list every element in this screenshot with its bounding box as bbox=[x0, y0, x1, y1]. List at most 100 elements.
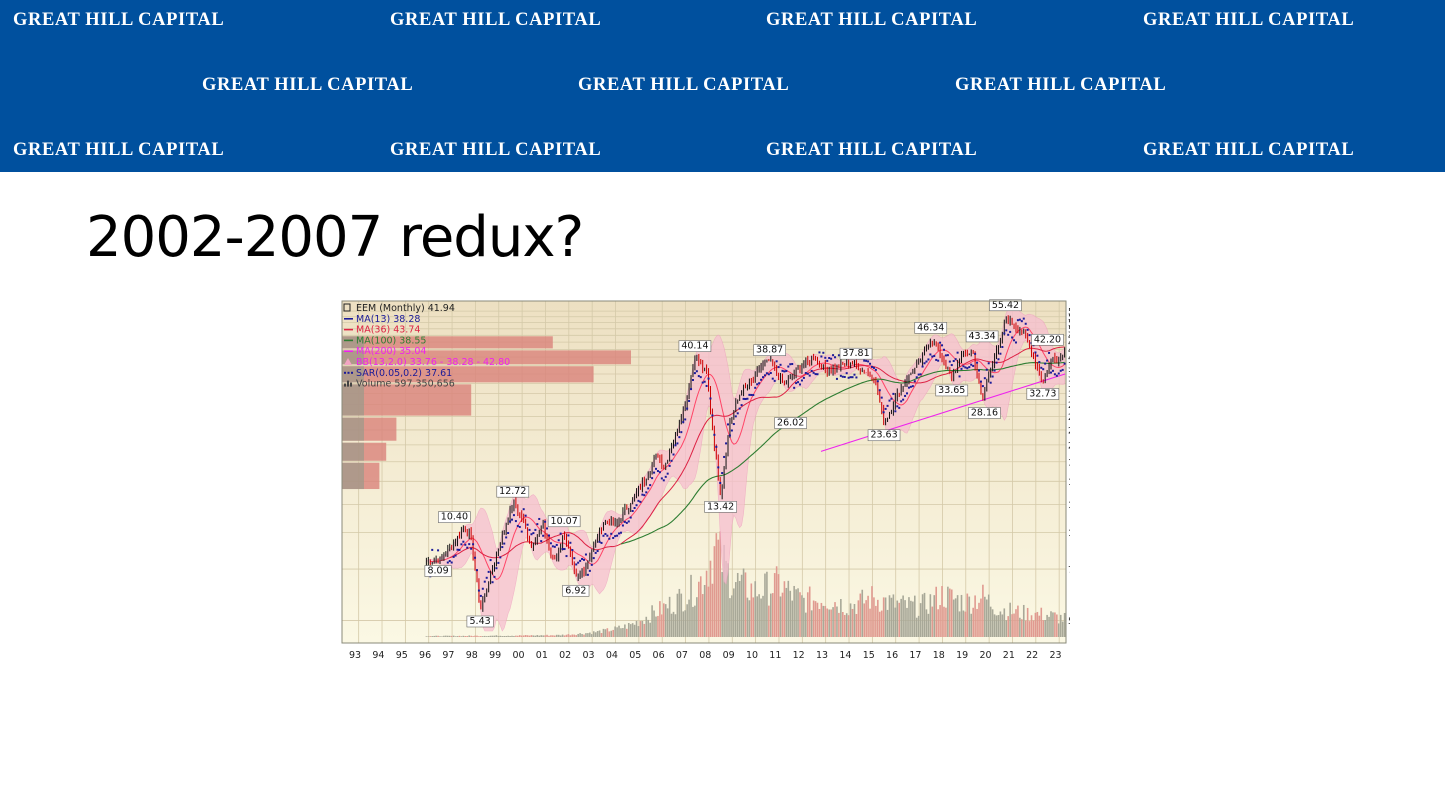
sar-dot bbox=[495, 567, 498, 570]
sar-dot bbox=[549, 542, 552, 545]
sar-dot bbox=[950, 364, 953, 367]
volume-bar bbox=[606, 628, 609, 637]
volume-bar bbox=[709, 560, 712, 637]
volume-bar bbox=[978, 602, 980, 637]
sar-dot bbox=[937, 359, 940, 362]
sar-dot bbox=[658, 471, 661, 474]
volume-bar bbox=[464, 635, 467, 637]
annotation-label: 40.14 bbox=[681, 341, 708, 352]
annotation-label: 13.42 bbox=[707, 501, 734, 512]
sar-dot bbox=[915, 376, 918, 379]
volume-bar bbox=[968, 596, 971, 637]
volume-bar bbox=[701, 594, 704, 637]
volume-bar bbox=[633, 624, 636, 637]
sar-dot bbox=[991, 375, 994, 378]
annotation-label: 37.81 bbox=[842, 348, 869, 359]
volume-bar bbox=[489, 635, 492, 637]
volume-bar bbox=[841, 612, 844, 637]
volume-bar bbox=[435, 635, 437, 637]
volume-bar bbox=[1034, 612, 1037, 637]
volume-bar bbox=[575, 635, 578, 637]
volume-bar bbox=[690, 574, 692, 637]
volume-bar bbox=[849, 603, 852, 637]
chart-canvas: 8.09 10.40 5.43 12.72 10.07 6.92 40.14 13.42 38.… bbox=[341, 299, 1070, 661]
sar-dot bbox=[734, 415, 737, 418]
volume-bar bbox=[561, 634, 564, 637]
sar-dot bbox=[748, 393, 751, 396]
volume-bar bbox=[766, 571, 768, 637]
volume-bar bbox=[771, 593, 774, 637]
volume-bar bbox=[875, 605, 877, 637]
sar-dot bbox=[690, 388, 693, 391]
volume-bar bbox=[803, 597, 805, 637]
volume-bar bbox=[711, 583, 714, 637]
sar-dot bbox=[456, 548, 459, 551]
volume-bar bbox=[845, 613, 848, 637]
sar-dot bbox=[520, 530, 523, 533]
volume-bar bbox=[678, 588, 681, 637]
volume-bar bbox=[1054, 612, 1056, 637]
volume-bar bbox=[511, 635, 513, 637]
volume-bar bbox=[524, 635, 527, 637]
sar-dot bbox=[608, 537, 611, 540]
watermark-text: GREAT HILL CAPITAL bbox=[13, 10, 225, 30]
volume-bar bbox=[571, 634, 574, 637]
annotation-box bbox=[562, 584, 590, 597]
volume-bar bbox=[1044, 620, 1046, 637]
volume-bar bbox=[503, 635, 506, 637]
volume-bar bbox=[565, 634, 568, 637]
volume-bar bbox=[991, 609, 994, 637]
sar-dot bbox=[594, 551, 597, 554]
sar-dot bbox=[715, 445, 718, 448]
volume-bar bbox=[517, 635, 519, 637]
x-tick-label: 13 bbox=[816, 650, 828, 661]
sar-dot bbox=[853, 373, 856, 376]
sar-dot bbox=[890, 397, 893, 400]
volume-bar bbox=[939, 605, 941, 637]
volume-bar bbox=[694, 605, 696, 637]
watermark-text: GREAT HILL CAPITAL bbox=[766, 140, 978, 160]
volume-bar bbox=[446, 635, 449, 637]
volume-bar bbox=[495, 635, 498, 637]
sar-dot bbox=[941, 344, 944, 347]
volume-bar bbox=[1026, 607, 1029, 637]
volume-bar bbox=[828, 609, 830, 637]
sar-dot bbox=[927, 358, 930, 361]
volume-bar bbox=[1038, 615, 1041, 637]
sar-dot bbox=[876, 380, 879, 383]
volume-bar bbox=[910, 600, 912, 637]
volume-bar bbox=[538, 635, 541, 637]
sar-dot bbox=[686, 407, 689, 410]
volume-bar bbox=[980, 598, 982, 637]
annotation-label: 26.02 bbox=[777, 418, 804, 429]
volume-bar bbox=[577, 633, 579, 637]
sar-dot bbox=[939, 341, 942, 344]
annotation-label: 55.42 bbox=[992, 300, 1019, 311]
sar-dot bbox=[855, 376, 858, 379]
sar-dot bbox=[588, 569, 591, 572]
sar-dot bbox=[466, 546, 469, 549]
volume-bar bbox=[919, 603, 922, 637]
sar-dot bbox=[752, 394, 755, 397]
volume-bar bbox=[882, 597, 885, 637]
volume-bar bbox=[812, 600, 815, 637]
sar-dot bbox=[736, 412, 739, 415]
sar-dot bbox=[769, 372, 772, 375]
sar-dot bbox=[773, 379, 776, 382]
sar-dot bbox=[682, 421, 685, 424]
x-tick-label: 03 bbox=[583, 650, 595, 661]
volume-bar bbox=[1063, 612, 1066, 637]
sar-dot bbox=[1024, 322, 1027, 325]
sar-dot bbox=[933, 354, 936, 357]
volume-bar bbox=[594, 632, 597, 637]
legend-icon bbox=[343, 303, 351, 312]
volume-bar bbox=[1056, 614, 1058, 637]
volume-bar bbox=[1007, 616, 1009, 637]
sar-dot bbox=[713, 433, 716, 436]
volume-bar bbox=[476, 635, 478, 637]
sar-dot bbox=[551, 545, 554, 548]
volume-bar bbox=[1057, 623, 1060, 637]
volume-bar bbox=[1046, 614, 1048, 637]
sar-dot bbox=[978, 369, 981, 372]
